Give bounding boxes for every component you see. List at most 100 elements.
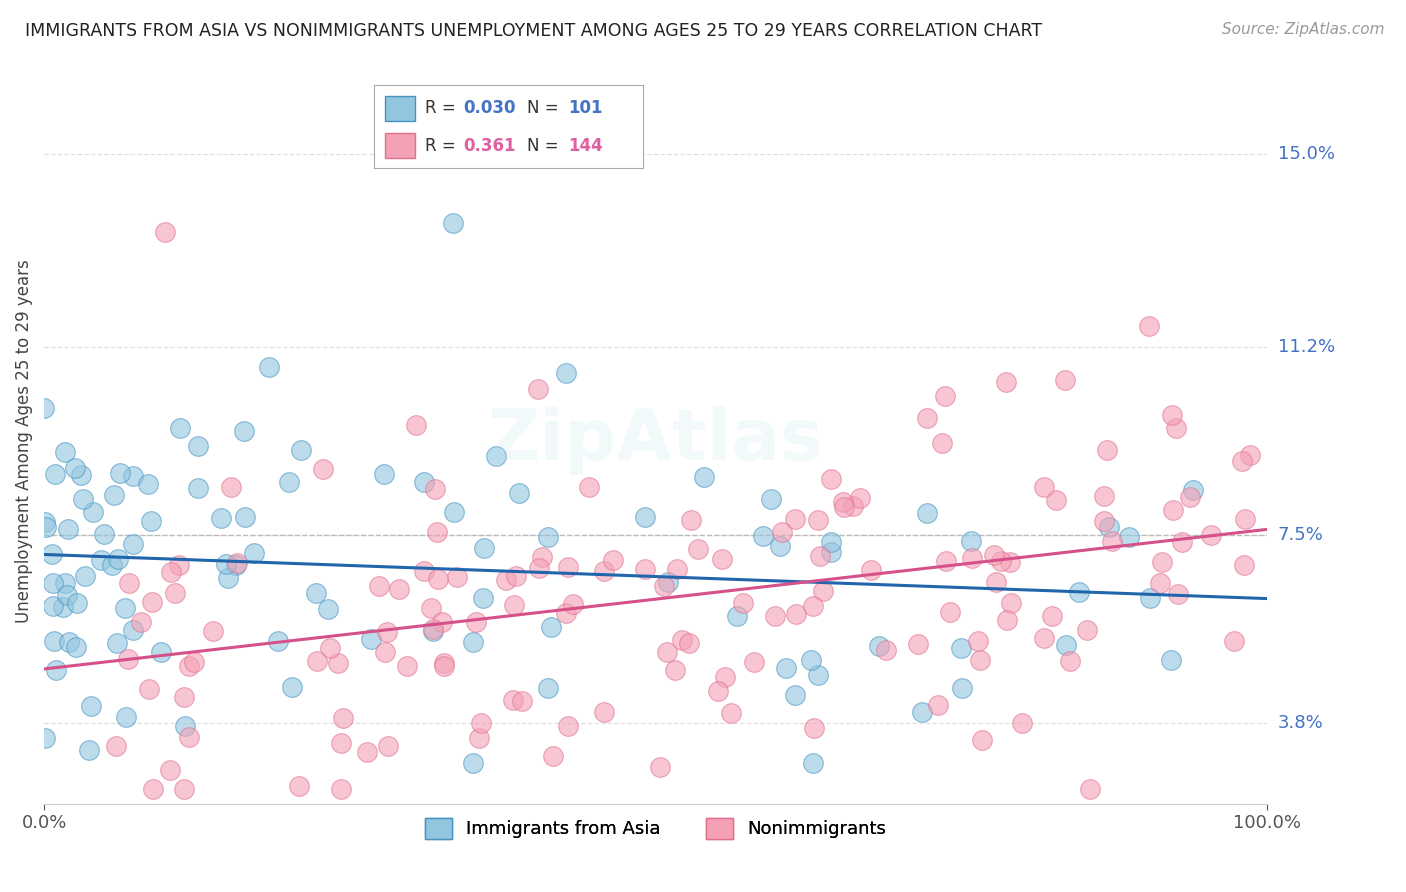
Point (949, 641, 972, 656)
Point (233, 510, 256, 524)
Point (485, 449, 508, 463)
Point (150, 645, 173, 659)
Point (159, 763, 181, 777)
Point (593, 705, 616, 719)
Point (970, 733, 993, 747)
Point (219, 480, 242, 494)
Point (650, 759, 672, 773)
Point (561, 597, 583, 611)
Point (41, 547, 63, 561)
Point (911, 705, 934, 719)
Point (868, 639, 890, 653)
Point (495, 573, 517, 587)
Point (841, 499, 863, 513)
Point (807, 668, 830, 682)
Point (593, 564, 616, 578)
Point (557, 560, 579, 574)
Point (215, 557, 238, 571)
Point (800, 653, 823, 667)
Point (72, 491, 94, 506)
Point (502, 693, 524, 707)
Point (368, 578, 391, 592)
Point (288, 779, 311, 793)
Point (731, 596, 754, 610)
Point (34, 731, 56, 745)
Text: 11.2%: 11.2% (1278, 338, 1334, 356)
Point (388, 582, 411, 596)
Point (1150, 555, 1173, 569)
Point (138, 682, 160, 697)
Point (122, 537, 145, 551)
Point (875, 643, 897, 657)
Point (783, 688, 806, 702)
Point (122, 469, 145, 483)
Point (1139, 591, 1161, 605)
Point (1011, 716, 1033, 731)
Point (422, 622, 444, 636)
Point (1092, 489, 1115, 503)
Point (1167, 587, 1189, 601)
Point (266, 633, 288, 648)
Point (657, 575, 679, 590)
Point (984, 574, 1007, 589)
Point (405, 417, 427, 432)
Text: 15.0%: 15.0% (1278, 145, 1334, 162)
Point (173, 690, 195, 705)
Point (813, 583, 835, 598)
Point (69, 468, 91, 483)
Point (187, 439, 209, 453)
Point (375, 624, 398, 639)
Point (1054, 638, 1077, 652)
Point (1098, 520, 1121, 534)
Point (808, 549, 831, 563)
Point (950, 681, 973, 695)
Point (634, 509, 657, 524)
Point (93, 527, 115, 541)
Point (183, 655, 205, 669)
Point (725, 608, 748, 623)
Point (820, 534, 842, 549)
Point (664, 663, 686, 677)
Point (1199, 528, 1222, 542)
Point (463, 756, 485, 771)
Point (859, 563, 882, 577)
Point (53, 445, 76, 459)
Point (470, 716, 492, 731)
Point (1178, 490, 1201, 504)
Point (66, 596, 89, 610)
Point (179, 730, 201, 744)
Point (42, 575, 65, 590)
Point (1234, 512, 1257, 526)
Point (927, 698, 949, 712)
Point (714, 670, 737, 684)
Point (326, 657, 349, 671)
Point (998, 555, 1021, 569)
Point (373, 467, 395, 482)
Point (167, 558, 190, 572)
Point (65, 461, 87, 475)
Point (461, 635, 484, 649)
Point (121, 623, 143, 637)
Point (177, 659, 200, 673)
Point (115, 709, 138, 723)
Point (1137, 318, 1160, 333)
Point (1171, 535, 1194, 549)
Point (960, 550, 983, 565)
Point (65, 640, 87, 654)
Point (960, 534, 983, 549)
Point (995, 375, 1018, 389)
Text: 3.8%: 3.8% (1278, 714, 1323, 731)
Point (931, 436, 953, 450)
Point (77, 743, 100, 757)
Point (634, 562, 657, 576)
Point (665, 562, 688, 576)
Point (174, 719, 197, 733)
Point (330, 737, 353, 751)
Point (356, 745, 378, 759)
Point (377, 739, 399, 753)
Point (759, 492, 782, 507)
Point (142, 781, 165, 796)
Point (529, 561, 551, 575)
Point (537, 530, 560, 544)
Point (801, 599, 824, 614)
